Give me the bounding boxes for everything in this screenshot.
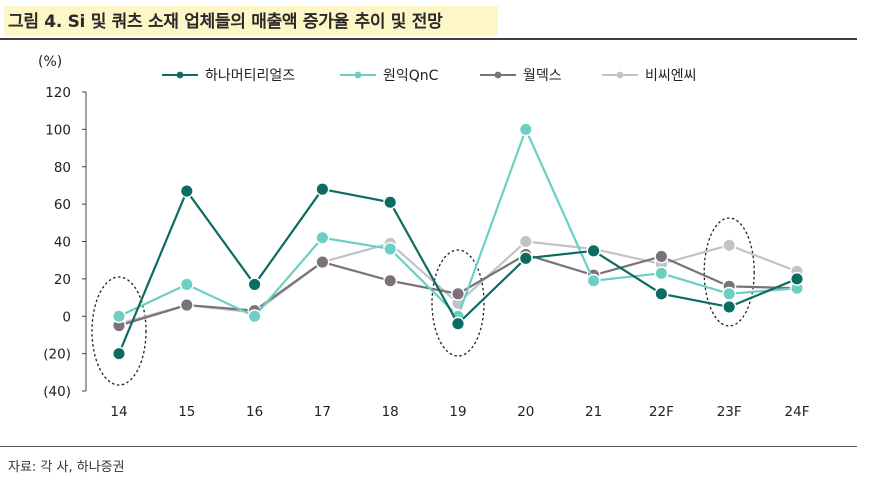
x-tick-label: 21	[585, 404, 602, 420]
data-point	[111, 309, 127, 324]
series-1	[111, 182, 805, 361]
y-tick-label: 40	[54, 235, 71, 251]
x-tick-label: 18	[382, 404, 399, 420]
x-tick-label: 14	[110, 404, 127, 420]
y-tick-label: 0	[62, 309, 71, 325]
y-tick-label: 120	[45, 85, 71, 101]
data-point	[111, 346, 127, 361]
legend-item: 월덱스	[480, 68, 562, 84]
data-point	[383, 273, 398, 288]
data-point	[315, 182, 330, 197]
legend: 하나머티리얼즈 원익QnC 월덱스 비씨엔씨	[162, 68, 697, 84]
x-tick-label: 15	[178, 404, 195, 420]
data-point	[315, 255, 330, 270]
x-tick-label: 19	[449, 404, 466, 420]
legend-item: 하나머티리얼즈	[162, 68, 295, 84]
legend-marker	[494, 71, 502, 79]
legend-marker	[176, 71, 184, 79]
annotation-layer	[91, 217, 755, 386]
y-tick-label: 100	[45, 122, 71, 138]
legend-label: 월덱스	[523, 68, 562, 84]
data-point	[179, 297, 194, 313]
axis-layer: (%)	[38, 54, 87, 391]
dashed-ellipse-annotation	[91, 276, 147, 386]
legend-item: 비씨엔씨	[602, 68, 697, 84]
legend-item: 원익QnC	[340, 68, 439, 84]
dashed-ellipse-annotation	[703, 217, 755, 327]
legend-marker	[616, 71, 624, 79]
x-tick-label: 16	[246, 404, 263, 420]
data-point	[450, 286, 466, 301]
data-point	[179, 277, 194, 292]
figure-title: 그림 4. Si 및 쿼츠 소재 업체들의 매출액 증가율 추이 및 전망	[8, 12, 443, 32]
data-point	[722, 238, 737, 253]
data-point	[518, 251, 533, 266]
data-point	[315, 230, 330, 245]
data-point	[450, 316, 466, 331]
data-point	[722, 299, 737, 314]
legend-label: 비씨엔씨	[645, 68, 697, 84]
x-tick-label: 23F	[717, 404, 742, 420]
y-tick-label: (20)	[43, 347, 71, 363]
tick-layer: 120 100 80 60 40 20 0 (20) (40) 14 15 16 17 18 19 20 21 2…	[43, 85, 809, 420]
unit-label: (%)	[38, 54, 62, 70]
data-point	[654, 286, 669, 301]
data-point	[179, 183, 194, 199]
data-point	[789, 271, 805, 286]
y-tick-label: (40)	[43, 384, 71, 400]
y-tick-label: 80	[54, 160, 71, 176]
series-layer	[111, 122, 805, 361]
data-point	[518, 122, 533, 137]
top-rule	[0, 38, 857, 40]
y-tick-label: 60	[54, 197, 71, 213]
line-chart: (%) 120 100 80 60 40 20 0 (20) (40) 14 15 16 17 18 19 2…	[38, 54, 809, 420]
data-point	[722, 286, 737, 301]
data-point	[383, 195, 398, 210]
legend-marker	[354, 71, 362, 79]
data-point	[247, 309, 262, 324]
bottom-rule	[0, 446, 857, 447]
data-point	[247, 277, 262, 292]
data-point	[383, 241, 398, 257]
source-note: 자료: 각 사, 하나증권	[8, 460, 125, 475]
dashed-ellipse-annotation	[431, 249, 485, 357]
legend-label: 원익QnC	[383, 68, 439, 84]
y-tick-label: 20	[54, 272, 71, 288]
legend-label: 하나머티리얼즈	[205, 68, 295, 84]
data-point	[518, 234, 533, 249]
x-tick-label: 24F	[785, 404, 810, 420]
data-point	[654, 249, 669, 264]
data-point	[586, 243, 601, 258]
x-tick-label: 20	[517, 404, 534, 420]
data-point	[654, 266, 669, 281]
x-tick-label: 17	[314, 404, 331, 420]
data-point	[586, 273, 601, 288]
x-tick-label: 22F	[649, 404, 674, 420]
title-highlight	[4, 6, 498, 36]
